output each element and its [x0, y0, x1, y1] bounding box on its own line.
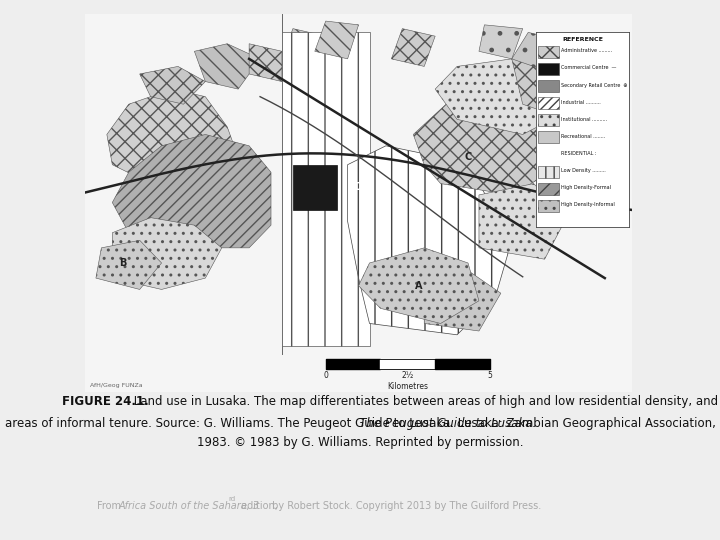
Bar: [539, 183, 559, 195]
Bar: [539, 80, 559, 92]
Text: edition,: edition,: [238, 501, 277, 511]
Polygon shape: [282, 32, 369, 346]
Bar: [539, 46, 559, 58]
Polygon shape: [140, 66, 205, 104]
Polygon shape: [293, 165, 337, 210]
Text: Institutional ..........: Institutional ..........: [562, 117, 607, 122]
Polygon shape: [435, 59, 567, 134]
Bar: [539, 200, 559, 212]
Bar: [539, 97, 559, 109]
Text: Africa South of the Sahara, 3: Africa South of the Sahara, 3: [119, 501, 260, 511]
Text: High Density-Informal: High Density-Informal: [562, 202, 615, 207]
Text: REFERENCE: REFERENCE: [562, 37, 603, 42]
Polygon shape: [107, 89, 238, 195]
Text: Industrial ..........: Industrial ..........: [562, 100, 601, 105]
Text: FIGURE 24.1.: FIGURE 24.1.: [62, 395, 148, 408]
Text: The Peugeot Guide to Lusaka.: The Peugeot Guide to Lusaka.: [184, 417, 536, 430]
Polygon shape: [413, 97, 550, 195]
Polygon shape: [112, 134, 271, 248]
Polygon shape: [282, 29, 325, 66]
Polygon shape: [315, 21, 359, 59]
Polygon shape: [544, 44, 583, 78]
Text: B: B: [120, 258, 127, 268]
Polygon shape: [359, 248, 479, 323]
Polygon shape: [112, 218, 222, 289]
Polygon shape: [424, 271, 501, 331]
Text: A: A: [415, 281, 423, 291]
Polygon shape: [512, 51, 599, 119]
Text: Land use in Lusaka. The map differentiates between areas of high and low residen: Land use in Lusaka. The map differentiat…: [130, 395, 720, 408]
Text: Commercial Centre  —: Commercial Centre —: [562, 65, 616, 71]
Text: Secondary Retail Centre  ⊕: Secondary Retail Centre ⊕: [562, 83, 628, 87]
Text: 0: 0: [323, 370, 328, 380]
Text: areas of informal tenure. Source: G. Williams. The Peugeot Guide to Lusaka. Lusa: areas of informal tenure. Source: G. Wil…: [4, 417, 716, 430]
Bar: [539, 166, 559, 178]
Text: From: From: [97, 501, 125, 511]
Polygon shape: [479, 184, 567, 259]
Bar: [539, 114, 559, 126]
Text: Low Density .........: Low Density .........: [562, 168, 606, 173]
Polygon shape: [512, 32, 561, 70]
Text: C: C: [464, 152, 472, 162]
Polygon shape: [392, 29, 435, 66]
Text: 5: 5: [487, 370, 492, 380]
Text: D: D: [354, 183, 363, 192]
Text: 1983. © 1983 by G. Williams. Reprinted by permission.: 1983. © 1983 by G. Williams. Reprinted b…: [197, 436, 523, 449]
Text: Administrative .........: Administrative .........: [562, 49, 612, 53]
Text: Recreational ........: Recreational ........: [562, 134, 606, 139]
Text: by Robert Stock. Copyright 2013 by The Guilford Press.: by Robert Stock. Copyright 2013 by The G…: [269, 501, 541, 511]
Bar: [539, 63, 559, 75]
Text: High Density-Formal: High Density-Formal: [562, 185, 611, 190]
Polygon shape: [249, 44, 282, 82]
Text: RESIDENTIAL :: RESIDENTIAL :: [562, 151, 597, 156]
Bar: [539, 131, 559, 144]
Polygon shape: [194, 44, 260, 89]
Text: 2½: 2½: [402, 370, 414, 380]
Text: Kilometres: Kilometres: [387, 382, 428, 391]
Text: AfH/Geog FUNZa: AfH/Geog FUNZa: [91, 383, 143, 388]
Polygon shape: [348, 146, 512, 335]
Text: rd: rd: [228, 496, 235, 502]
Polygon shape: [96, 240, 161, 289]
Polygon shape: [479, 25, 523, 59]
